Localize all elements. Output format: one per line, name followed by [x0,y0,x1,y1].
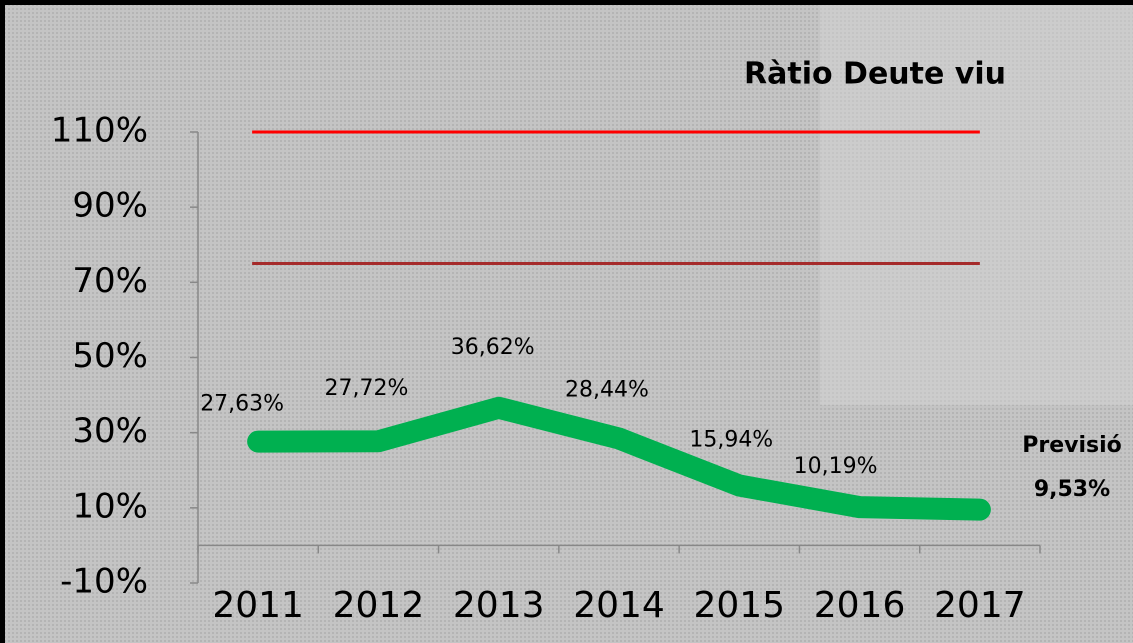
data-label: 36,62% [451,335,535,360]
chart-title: Ràtio Deute viu [744,57,1006,92]
data-line [247,396,991,521]
x-tick-label: 2013 [453,585,545,626]
data-label: 28,44% [565,378,649,403]
y-tick-label: 110% [51,111,148,151]
y-tick-label: -10% [60,562,148,602]
y-tick-label: 30% [72,411,148,451]
data-label: 27,63% [200,392,284,417]
x-tick-label: 2016 [814,585,906,626]
x-tick-label: 2011 [212,585,304,626]
annotation: Previsió [1022,433,1122,458]
y-tick-label: 70% [72,261,148,301]
x-tick-label: 2012 [333,585,425,626]
background-highlight [820,5,1133,405]
x-tick-label: 2017 [934,585,1026,626]
data-label: 15,94% [689,428,773,453]
x-tick-label: 2014 [573,585,665,626]
y-tick-label: 10% [72,486,148,526]
data-label-emphasis: 9,53% [1034,477,1110,502]
y-tick-label: 50% [72,336,148,376]
data-label: 10,19% [794,454,878,479]
y-tick-label: 90% [72,186,148,226]
data-label: 27,72% [324,376,408,401]
x-tick-label: 2015 [693,585,785,626]
